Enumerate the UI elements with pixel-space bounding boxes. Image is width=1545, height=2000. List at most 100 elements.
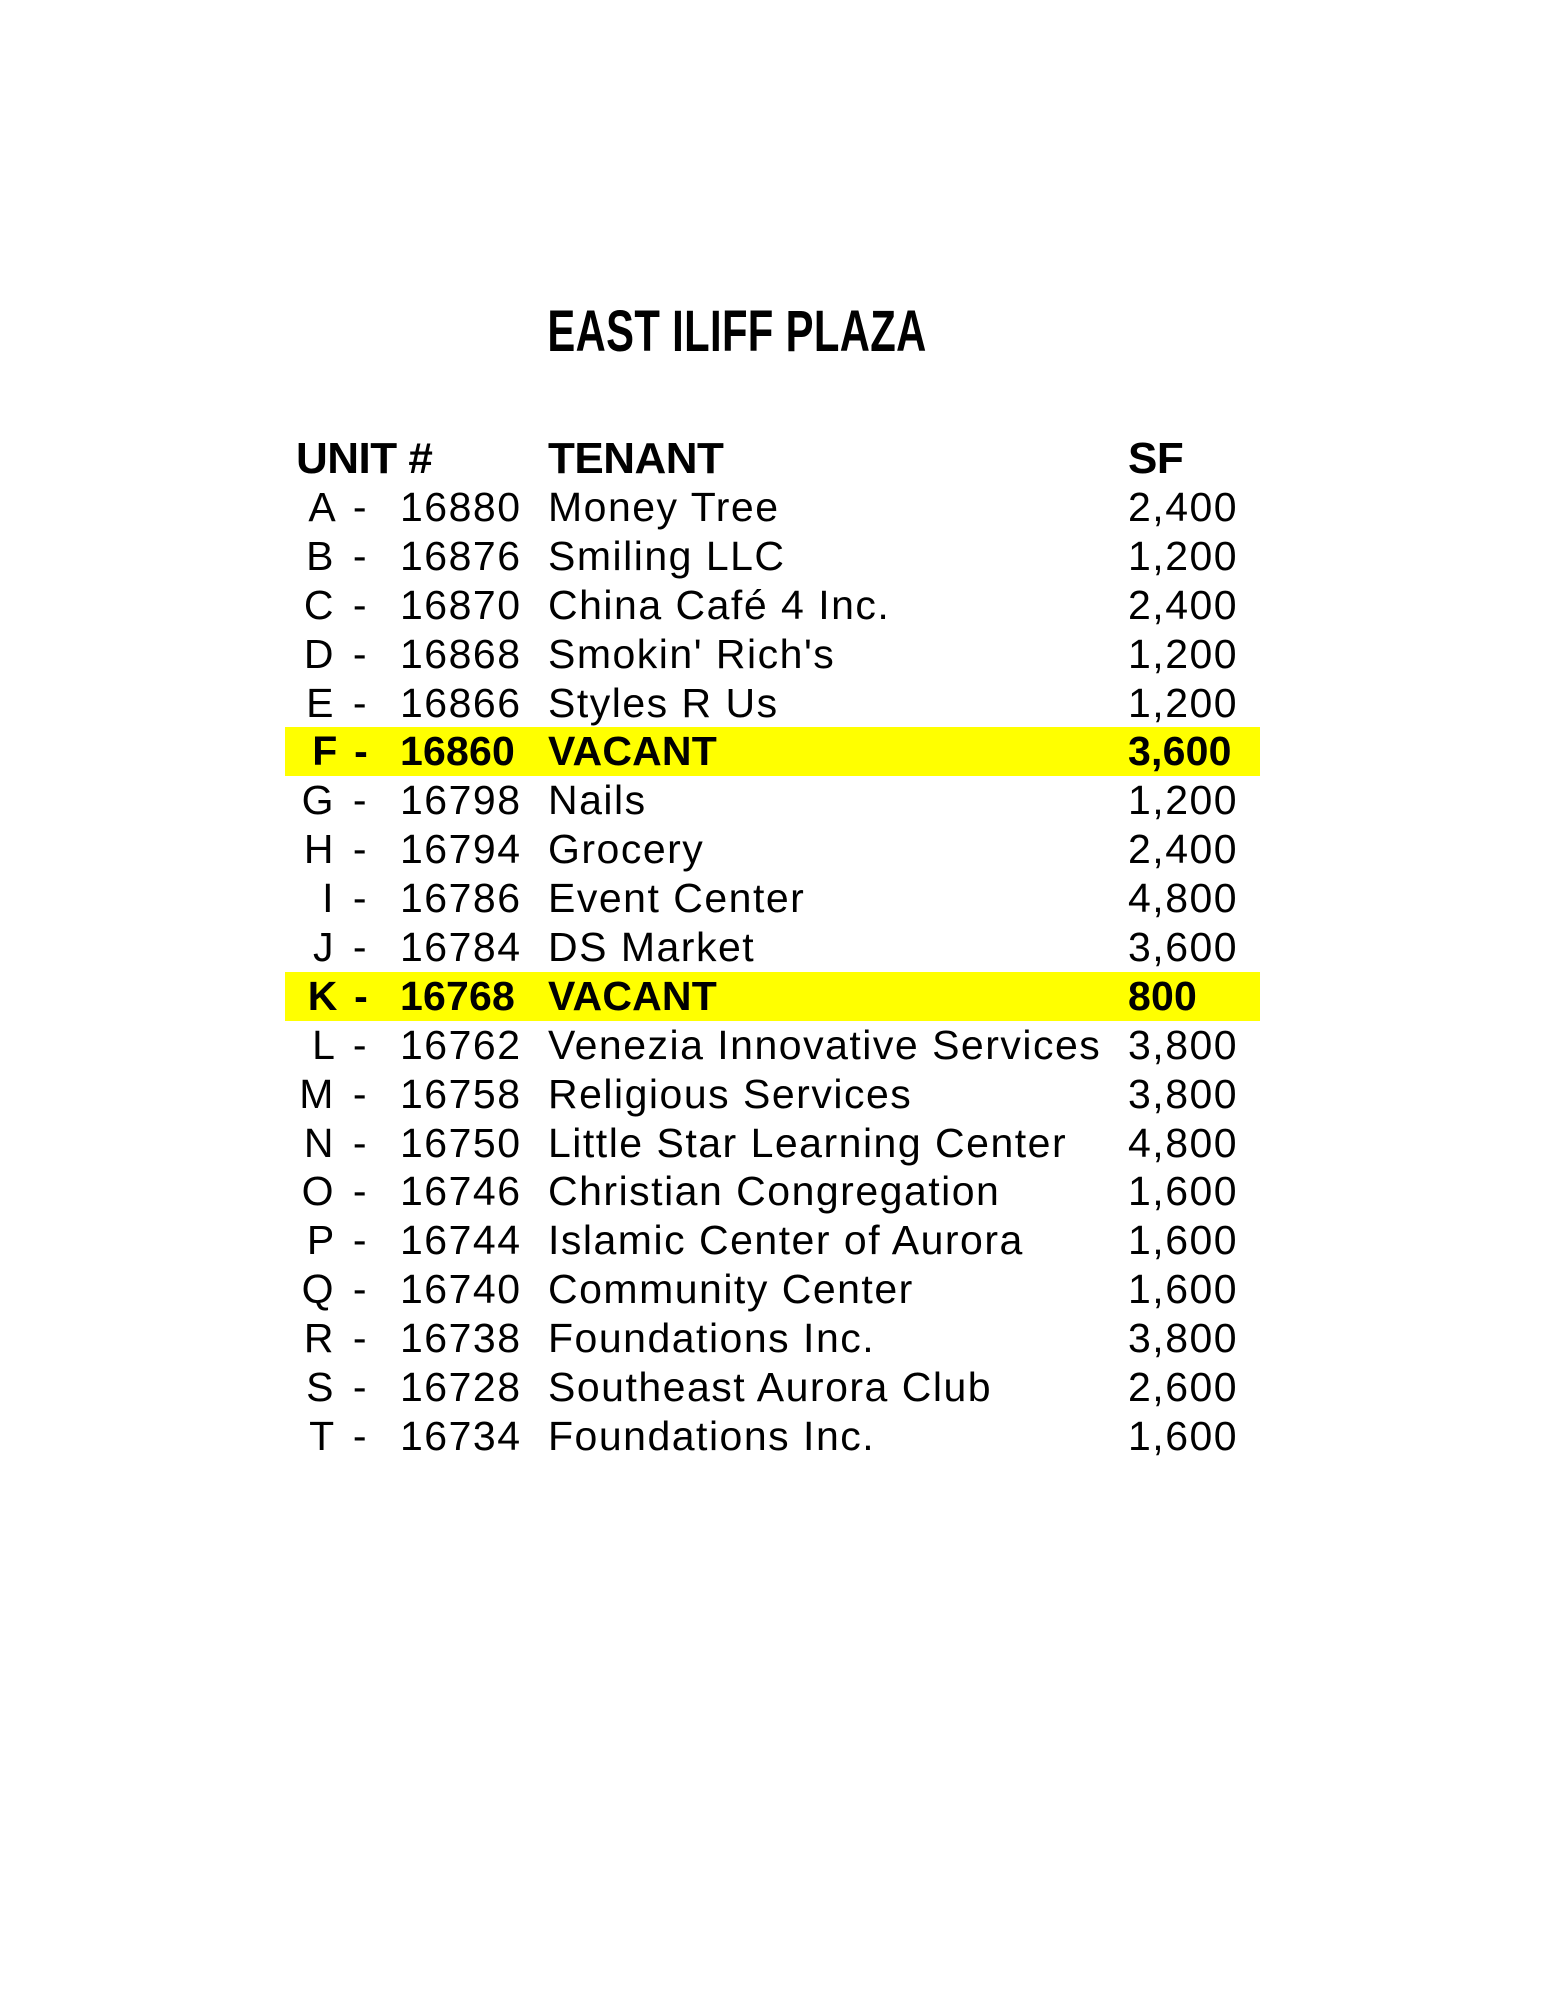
unit-cell: R - <box>303 1315 368 1362</box>
tenant-cell: Community Center <box>548 1266 914 1313</box>
unit-number-cell: 16860 <box>400 728 516 775</box>
sf-cell: 1,200 <box>1128 532 1239 579</box>
unit-cell: D - <box>303 630 368 677</box>
unit-cell: E - <box>306 679 368 726</box>
table-row: N - 16750 Little Star Learning Center 4,… <box>285 1119 1260 1168</box>
sf-cell: 3,600 <box>1128 728 1232 775</box>
tenant-cell: Nails <box>548 777 647 824</box>
table-row: J - 16784 DS Market 3,600 <box>285 923 1260 972</box>
table-row: F - 16860 VACANT 3,600 <box>285 727 1260 777</box>
sf-cell: 1,200 <box>1128 630 1239 677</box>
unit-number-cell: 16740 <box>400 1266 522 1313</box>
sf-cell: 1,600 <box>1128 1168 1239 1215</box>
unit-cell: I - <box>322 875 368 922</box>
unit-cell: C - <box>303 581 368 628</box>
table-row: G - 16798 Nails 1,200 <box>285 776 1260 825</box>
unit-number-cell: 16868 <box>400 630 522 677</box>
tenant-cell: Venezia Innovative Services <box>548 1021 1102 1068</box>
sf-cell: 1,200 <box>1128 777 1239 824</box>
column-header-unit: UNIT # <box>296 434 433 483</box>
unit-cell: M - <box>299 1070 368 1117</box>
unit-cell: G - <box>301 777 368 824</box>
column-header-tenant: TENANT <box>548 434 724 483</box>
unit-cell: T - <box>309 1412 368 1459</box>
table-row: C - 16870 China Café 4 Inc. 2,400 <box>285 581 1260 630</box>
sf-cell: 4,800 <box>1128 875 1239 922</box>
unit-cell: O - <box>301 1168 368 1215</box>
tenant-cell: DS Market <box>548 923 756 970</box>
table-row: K - 16768 VACANT 800 <box>285 971 1260 1021</box>
tenant-cell: Smokin' Rich's <box>548 630 836 677</box>
tenant-cell: Little Star Learning Center <box>548 1119 1068 1166</box>
table-row: L - 16762 Venezia Innovative Services 3,… <box>285 1021 1260 1070</box>
tenant-cell: China Café 4 Inc. <box>548 581 891 628</box>
unit-number-cell: 16876 <box>400 532 522 579</box>
unit-number-cell: 16880 <box>400 483 522 530</box>
unit-number-cell: 16746 <box>400 1168 522 1215</box>
table-row: P - 16744 Islamic Center of Aurora 1,600 <box>285 1216 1260 1265</box>
unit-cell: F - <box>312 728 368 775</box>
unit-cell: B - <box>306 532 368 579</box>
table-row: I - 16786 Event Center 4,800 <box>285 874 1260 923</box>
tenant-cell: Smiling LLC <box>548 532 786 579</box>
sf-cell: 2,600 <box>1128 1363 1239 1410</box>
tenant-cell: Christian Congregation <box>548 1168 1001 1215</box>
unit-number-cell: 16786 <box>400 875 522 922</box>
tenant-cell: Money Tree <box>548 483 780 530</box>
unit-cell: K - <box>307 972 368 1019</box>
unit-number-cell: 16866 <box>400 679 522 726</box>
sf-cell: 800 <box>1128 972 1198 1019</box>
table-row: B - 16876 Smiling LLC 1,200 <box>285 532 1260 581</box>
sf-cell: 3,800 <box>1128 1315 1239 1362</box>
sf-cell: 3,600 <box>1128 923 1239 970</box>
table-header-row: UNIT # TENANT SF <box>285 434 1260 483</box>
table-row: A - 16880 Money Tree 2,400 <box>285 483 1260 532</box>
table-body: A - 16880 Money Tree 2,400 B - 16876 Smi… <box>285 483 1260 1461</box>
sf-cell: 1,600 <box>1128 1266 1239 1313</box>
tenant-cell: Foundations Inc. <box>548 1315 876 1362</box>
unit-number-cell: 16768 <box>400 972 516 1019</box>
table-row: M - 16758 Religious Services 3,800 <box>285 1070 1260 1119</box>
unit-cell: N - <box>303 1119 368 1166</box>
unit-number-cell: 16870 <box>400 581 522 628</box>
sf-cell: 1,600 <box>1128 1217 1239 1264</box>
tenant-cell: Event Center <box>548 875 806 922</box>
unit-number-cell: 16798 <box>400 777 522 824</box>
sf-cell: 1,200 <box>1128 679 1239 726</box>
unit-cell: S - <box>306 1363 368 1410</box>
unit-number-cell: 16750 <box>400 1119 522 1166</box>
table-row: S - 16728 Southeast Aurora Club 2,600 <box>285 1363 1260 1412</box>
unit-number-cell: 16794 <box>400 826 522 873</box>
table-row: E - 16866 Styles R Us 1,200 <box>285 679 1260 728</box>
sf-cell: 2,400 <box>1128 581 1239 628</box>
tenant-cell: VACANT <box>548 972 717 1019</box>
unit-cell: H - <box>303 826 368 873</box>
unit-cell: P - <box>306 1217 368 1264</box>
unit-number-cell: 16762 <box>400 1021 522 1068</box>
table-row: R - 16738 Foundations Inc. 3,800 <box>285 1314 1260 1363</box>
sf-cell: 4,800 <box>1128 1119 1239 1166</box>
sf-cell: 3,800 <box>1128 1021 1239 1068</box>
unit-number-cell: 16758 <box>400 1070 522 1117</box>
tenant-cell: Islamic Center of Aurora <box>548 1217 1024 1264</box>
sf-cell: 1,600 <box>1128 1412 1239 1459</box>
tenant-cell: Southeast Aurora Club <box>548 1363 993 1410</box>
tenant-cell: Religious Services <box>548 1070 913 1117</box>
table-row: H - 16794 Grocery 2,400 <box>285 825 1260 874</box>
unit-cell: J - <box>312 923 368 970</box>
tenant-cell: VACANT <box>548 728 717 775</box>
table-row: T - 16734 Foundations Inc. 1,600 <box>285 1412 1260 1461</box>
table-row: Q - 16740 Community Center 1,600 <box>285 1265 1260 1314</box>
unit-number-cell: 16784 <box>400 923 522 970</box>
tenant-cell: Grocery <box>548 826 705 873</box>
tenant-cell: Foundations Inc. <box>548 1412 876 1459</box>
tenant-cell: Styles R Us <box>548 679 779 726</box>
tenant-table: UNIT # TENANT SF A - 16880 Money Tree 2,… <box>285 434 1260 1461</box>
unit-cell: A - <box>308 483 368 530</box>
sf-cell: 3,800 <box>1128 1070 1239 1117</box>
unit-number-cell: 16728 <box>400 1363 522 1410</box>
unit-number-cell: 16734 <box>400 1412 522 1459</box>
sf-cell: 2,400 <box>1128 826 1239 873</box>
unit-number-cell: 16738 <box>400 1315 522 1362</box>
table-row: O - 16746 Christian Congregation 1,600 <box>285 1167 1260 1216</box>
